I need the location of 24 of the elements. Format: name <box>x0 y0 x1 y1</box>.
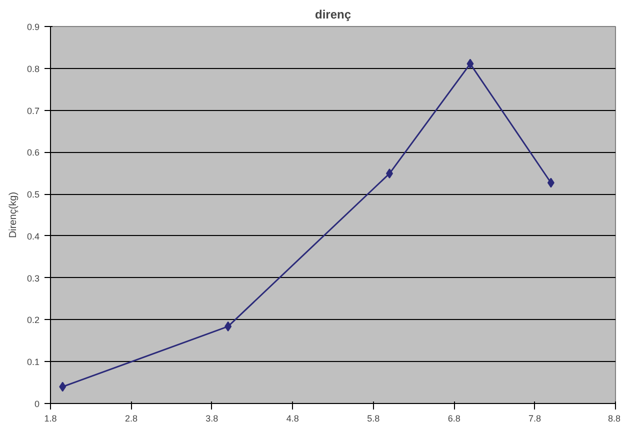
y-tick-label: 0.8 <box>26 64 40 74</box>
y-tick-label: 0.3 <box>26 273 40 284</box>
y-tick-label: 0 <box>34 399 40 409</box>
x-tick-label: 6.8 <box>448 414 460 424</box>
y-tick-label: 0.9 <box>26 22 40 32</box>
x-tick-label: 8.8 <box>608 414 621 424</box>
y-tick-label: 0.4 <box>26 231 40 242</box>
x-tick-label: 1.8 <box>44 414 57 424</box>
x-tick-label: 5.8 <box>367 414 380 424</box>
chart-title: direnç <box>314 8 352 22</box>
x-tick-label: 7.8 <box>528 414 542 424</box>
point <box>224 321 232 332</box>
x-tick-label: 3.8 <box>206 414 218 424</box>
y-tick-label: 0.1 <box>26 357 40 368</box>
point <box>466 58 474 69</box>
y-tick-label: 0.5 <box>26 190 40 200</box>
y-axis-title: Direnç(kg) <box>8 192 19 238</box>
x-tick-label: 4.8 <box>286 414 299 424</box>
y-tick-label: 0.6 <box>26 148 40 158</box>
y-tick-label: 0.7 <box>26 106 40 116</box>
point <box>59 382 66 392</box>
y-tick-label: 0.2 <box>26 315 40 326</box>
point <box>547 178 554 188</box>
x-tick-label: 2.8 <box>124 414 138 424</box>
